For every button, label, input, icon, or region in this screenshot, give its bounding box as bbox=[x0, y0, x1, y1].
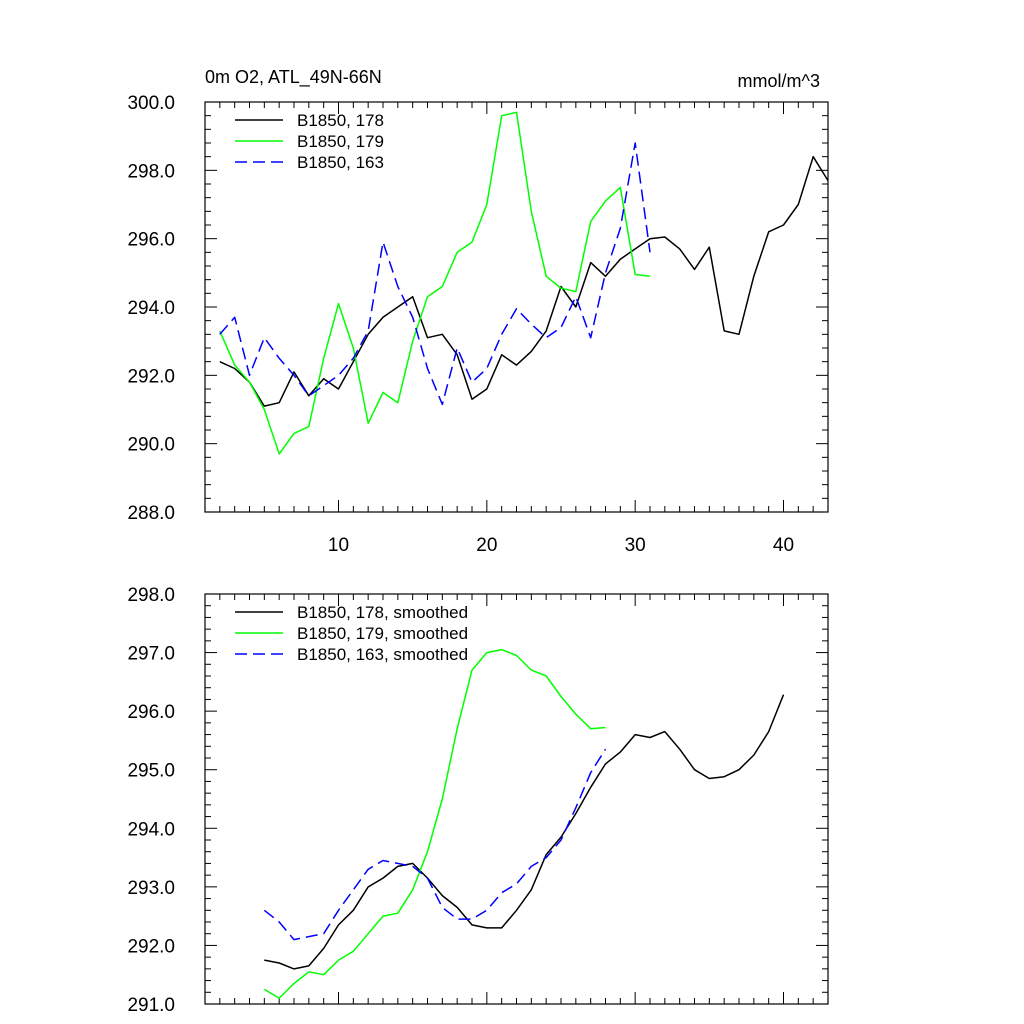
series-line bbox=[219, 142, 651, 406]
bottom-panel: 291.0 292.0 293.0 294.0 295.0 296.0 297.0 298.0… bbox=[127, 585, 829, 1016]
y-tick-label: 297.0 bbox=[127, 644, 175, 665]
legend-label: B1850, 179, smoothed bbox=[297, 624, 468, 643]
y-tick-label: 292.0 bbox=[127, 366, 175, 387]
top-panel: 0m O2, ATL_49N-66N mmol/m^3 10 20 30 40 288.… bbox=[127, 67, 829, 556]
series-line bbox=[264, 694, 785, 970]
y-tick-label: 296.0 bbox=[127, 230, 175, 251]
legend-label: B1850, 163, smoothed bbox=[297, 645, 468, 664]
x-tick-label: 30 bbox=[625, 535, 646, 556]
legend-label: B1850, 178, smoothed bbox=[297, 603, 468, 622]
chart-units: mmol/m^3 bbox=[738, 71, 820, 91]
x-tick-label: 40 bbox=[773, 535, 794, 556]
legend-label: B1850, 178 bbox=[297, 111, 384, 130]
y-tick-label: 300.0 bbox=[127, 93, 175, 114]
y-tick-label: 294.0 bbox=[127, 819, 175, 840]
y-tick-label: 293.0 bbox=[127, 878, 175, 899]
y-tick-label: 298.0 bbox=[127, 161, 175, 182]
chart-title: 0m O2, ATL_49N-66N bbox=[205, 67, 382, 88]
y-tick-label: 288.0 bbox=[127, 503, 175, 524]
y-tick-label: 292.0 bbox=[127, 936, 175, 957]
series-line bbox=[263, 648, 606, 999]
y-tick-label: 298.0 bbox=[127, 585, 175, 606]
series-line bbox=[263, 748, 607, 941]
series-line bbox=[219, 111, 651, 455]
legend-label: B1850, 163 bbox=[297, 153, 384, 172]
y-tick-label: 291.0 bbox=[127, 995, 175, 1016]
y-tick-label: 294.0 bbox=[127, 298, 175, 319]
x-tick-label: 10 bbox=[328, 535, 349, 556]
y-tick-label: 296.0 bbox=[127, 702, 175, 723]
x-tick-label: 20 bbox=[476, 535, 497, 556]
y-tick-label: 290.0 bbox=[127, 435, 175, 456]
legend-label: B1850, 179 bbox=[297, 132, 384, 151]
series-line bbox=[219, 155, 829, 407]
y-tick-label: 295.0 bbox=[127, 761, 175, 782]
